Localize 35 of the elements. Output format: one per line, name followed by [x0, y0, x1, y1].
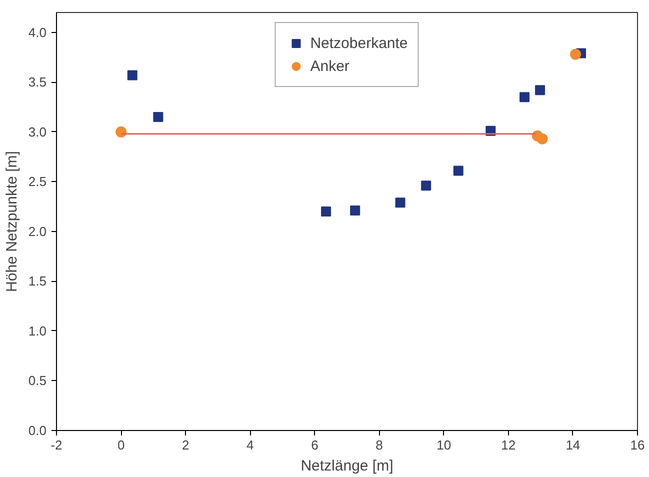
legend-label: Anker	[310, 58, 350, 74]
x-tick-label: 14	[566, 438, 580, 452]
y-tick-label: 2.5	[28, 174, 47, 190]
x-tick-label: 0	[117, 438, 125, 452]
x-tick-label: 12	[501, 438, 516, 452]
y-tick-label: 0.0	[28, 423, 47, 438]
point	[570, 48, 582, 60]
point	[536, 133, 548, 144]
y-tick-label: 2.0	[28, 224, 47, 239]
x-tick-label: 6	[311, 438, 318, 452]
legend-label: Netzoberkante	[310, 34, 408, 52]
x-tick-label: 16	[630, 438, 645, 452]
point	[127, 70, 138, 80]
point	[453, 166, 464, 176]
x-axis-title: Netzlänge [m]	[300, 458, 394, 474]
y-axis-title: Höhe Netzpunkte [m]	[3, 151, 20, 292]
x-tick-label: 2	[182, 438, 190, 452]
y-tick-label: 1.5	[28, 274, 47, 289]
point	[535, 85, 546, 96]
y-tick-label: 3.5	[28, 74, 47, 90]
x-tick-label: 4	[246, 438, 254, 452]
point	[321, 206, 332, 217]
point	[350, 206, 360, 216]
y-tick-label: 1.0	[28, 323, 47, 338]
x-tick-label: 8	[376, 438, 383, 452]
x-tick-label: 10	[436, 438, 452, 452]
point	[153, 112, 164, 122]
y-tick-label: 0.5	[28, 373, 47, 388]
y-tick-label: 4.0	[28, 24, 47, 40]
y-tick-label: 3.0	[28, 124, 47, 140]
point	[395, 198, 406, 208]
point	[116, 126, 127, 138]
x-tick-label: -2	[50, 438, 62, 452]
point	[520, 92, 530, 102]
point	[421, 180, 432, 191]
